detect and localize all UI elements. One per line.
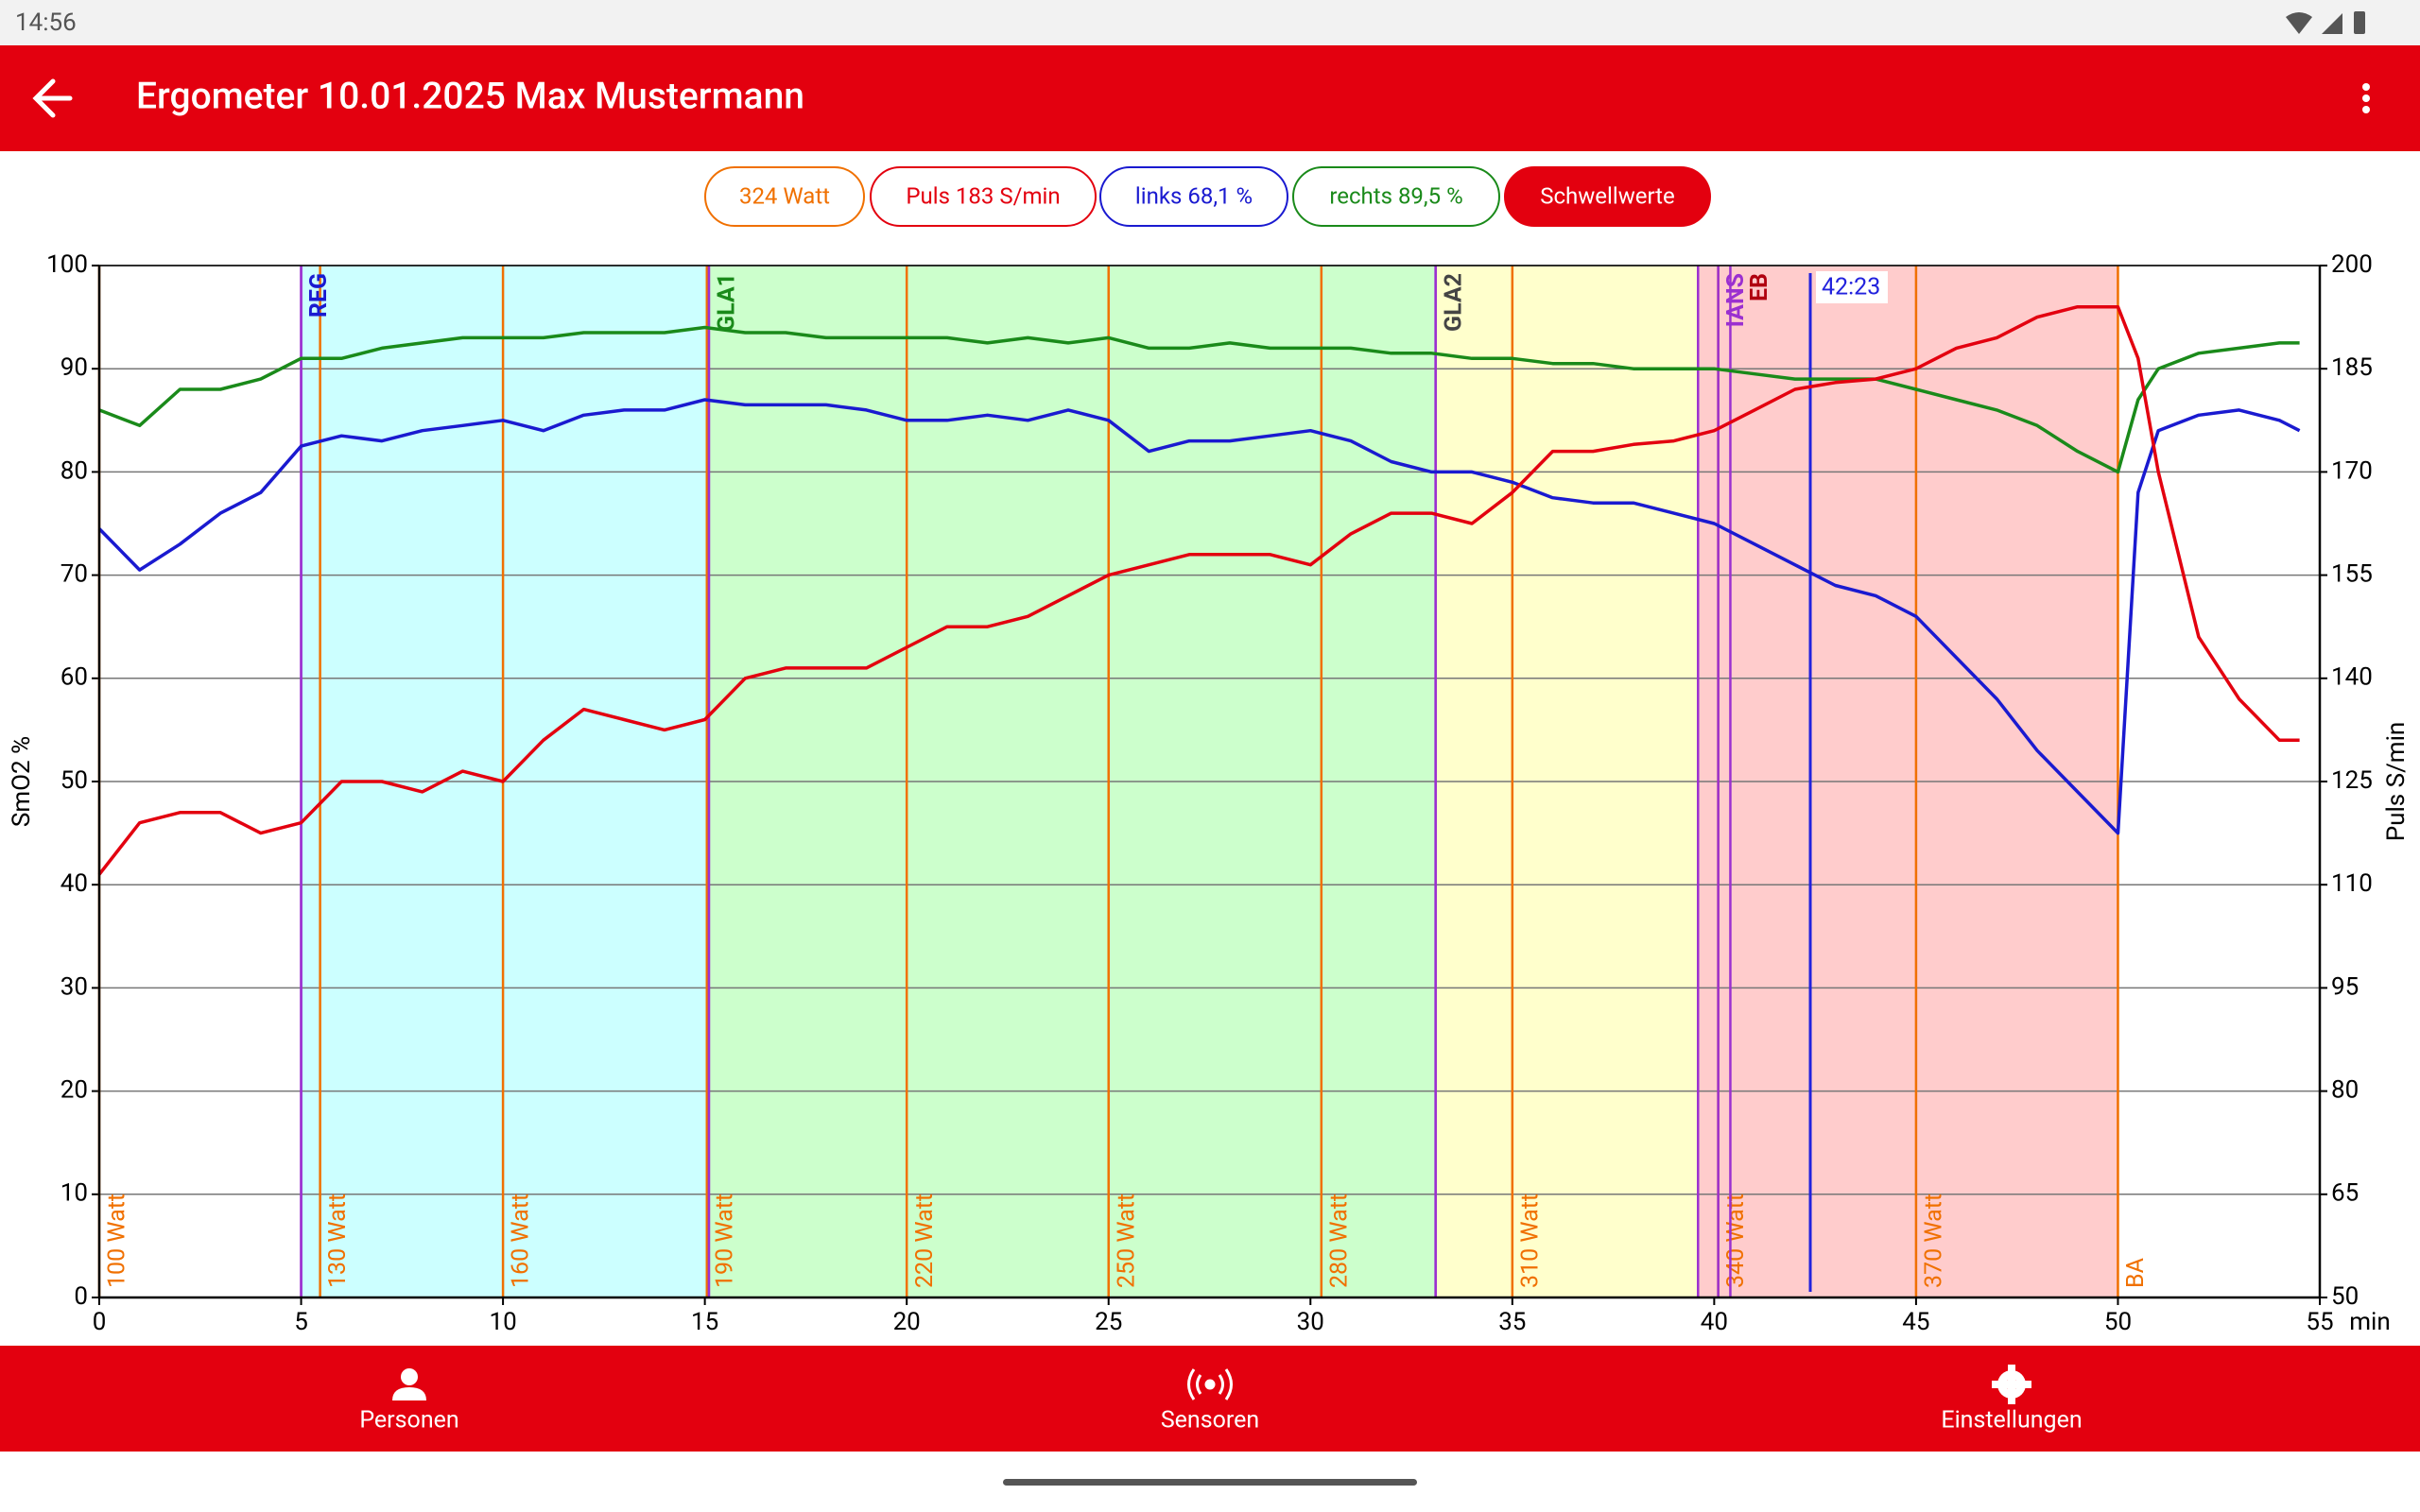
x-tick-label: 5 <box>294 1308 308 1336</box>
y-tick-label: 10 <box>60 1179 88 1208</box>
threshold-label: REG <box>305 273 333 318</box>
power-label: 190 Watt <box>711 1194 738 1288</box>
status-bar <box>0 0 2420 45</box>
y2-tick-label: 185 <box>2331 353 2373 382</box>
y2-tick-label: 65 <box>2331 1179 2359 1208</box>
status-icons <box>2286 11 2365 34</box>
nav-icon-personen[interactable] <box>392 1368 426 1400</box>
status-time: 14:56 <box>15 9 77 37</box>
chip-label: links 68,1 % <box>1135 182 1253 209</box>
y2-tick-label: 50 <box>2331 1282 2359 1311</box>
threshold-label: EB <box>1746 273 1773 301</box>
cursor-label: 42:23 <box>1822 274 1880 301</box>
x-tick-label: 10 <box>489 1308 516 1336</box>
x-tick-label: 25 <box>1095 1308 1122 1336</box>
x-axis-label: min <box>2349 1308 2390 1336</box>
y-tick-label: 80 <box>60 456 88 485</box>
nav-icon-sensoren[interactable] <box>1187 1368 1233 1400</box>
y2-tick-label: 200 <box>2331 250 2373 279</box>
y2-tick-label: 110 <box>2331 869 2373 898</box>
chip[interactable] <box>1099 166 1288 227</box>
power-label: 310 Watt <box>1516 1194 1544 1288</box>
back-button[interactable] <box>32 78 73 118</box>
power-label: BA <box>2122 1258 2150 1288</box>
threshold-label: GLA1 <box>714 273 741 332</box>
x-tick-label: 0 <box>93 1308 107 1336</box>
nav-label[interactable]: Einstellungen <box>1941 1407 2082 1435</box>
chip-label: Puls 183 S/min <box>906 182 1060 209</box>
y2-tick-label: 95 <box>2331 972 2359 1001</box>
power-label: 130 Watt <box>324 1194 352 1288</box>
series-line <box>98 325 2300 474</box>
y2-tick-label: 155 <box>2331 559 2373 588</box>
power-label: 370 Watt <box>1921 1194 1948 1288</box>
y-tick-label: 20 <box>60 1075 88 1104</box>
home-indicator <box>1003 1479 1417 1486</box>
y2-tick-label: 170 <box>2331 456 2373 485</box>
power-label: 250 Watt <box>1113 1194 1140 1288</box>
nav-label[interactable]: Personen <box>359 1407 458 1435</box>
y-tick-label: 100 <box>46 250 88 279</box>
y-tick-label: 60 <box>60 663 88 692</box>
power-label: 340 Watt <box>1722 1194 1750 1288</box>
nav-label[interactable]: Sensoren <box>1161 1407 1259 1435</box>
y-tick-label: 50 <box>60 766 88 795</box>
x-tick-label: 40 <box>1701 1308 1728 1336</box>
x-tick-label: 45 <box>1902 1308 1929 1336</box>
y-axis-label: SmO2 % <box>8 736 36 827</box>
menu-button[interactable] <box>2362 83 2370 113</box>
power-label: 220 Watt <box>911 1194 939 1288</box>
y-tick-label: 0 <box>74 1282 88 1311</box>
power-label: 160 Watt <box>508 1194 535 1288</box>
series-line <box>97 304 2300 876</box>
y-tick-label: 30 <box>60 972 88 1001</box>
y2-tick-label: 140 <box>2331 663 2373 692</box>
y2-tick-label: 80 <box>2331 1075 2359 1104</box>
series-line <box>97 398 2301 835</box>
chip-label: 324 Watt <box>739 182 830 209</box>
chip[interactable] <box>704 166 865 227</box>
chip-label: rechts 89,5 % <box>1329 182 1462 209</box>
x-tick-label: 35 <box>1498 1308 1526 1336</box>
y-tick-label: 90 <box>60 353 88 382</box>
x-tick-label: 50 <box>2104 1308 2132 1336</box>
power-label: 100 Watt <box>104 1194 131 1288</box>
app-bar <box>0 45 2420 151</box>
chip[interactable] <box>1292 166 1500 227</box>
nav-icon-einstellungen[interactable] <box>1992 1365 2031 1404</box>
x-tick-label: 30 <box>1297 1308 1324 1336</box>
x-tick-label: 20 <box>893 1308 921 1336</box>
app-title: Ergometer 10.01.2025 Max Mustermann <box>136 74 804 117</box>
y2-tick-label: 125 <box>2331 766 2373 795</box>
cursor-label-bg <box>1816 271 1889 303</box>
y-tick-label: 70 <box>60 559 88 588</box>
chip[interactable] <box>1504 166 1711 227</box>
y2-axis-label: Puls S/min <box>2382 722 2411 842</box>
y-tick-label: 40 <box>60 869 88 898</box>
power-label: 280 Watt <box>1325 1194 1353 1288</box>
x-tick-label: 15 <box>691 1308 718 1336</box>
threshold-label: GLA2 <box>1440 273 1467 332</box>
threshold-label: IANS <box>1722 273 1750 327</box>
chip[interactable] <box>870 166 1097 227</box>
chip-label: Schwellwerte <box>1540 182 1675 209</box>
x-tick-label: 55 <box>2306 1308 2333 1336</box>
bottom-nav <box>0 1346 2420 1452</box>
